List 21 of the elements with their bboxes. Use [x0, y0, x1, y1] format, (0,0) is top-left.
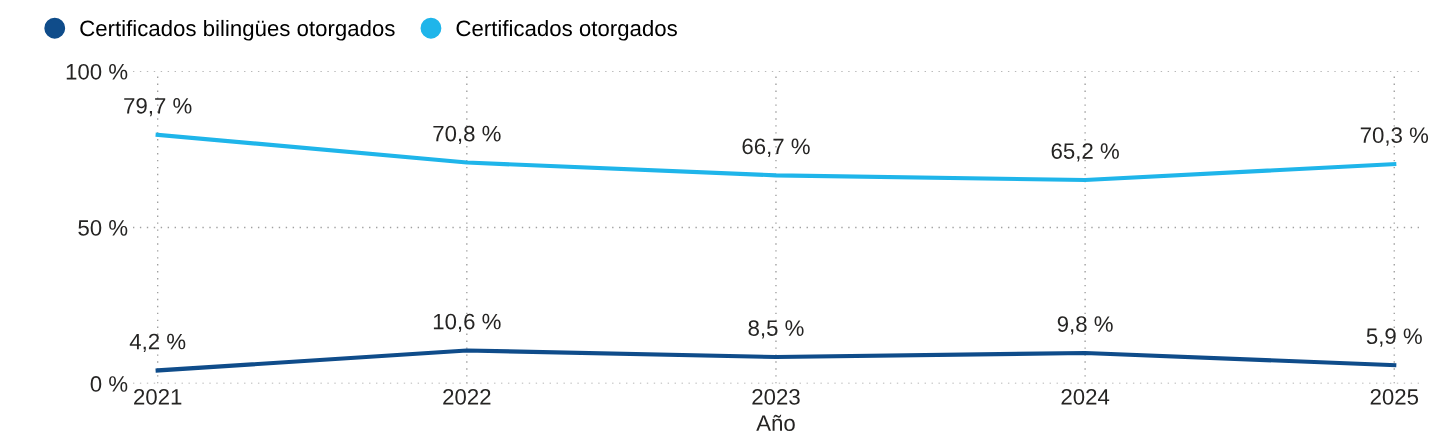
data-label: 65,2 % — [1051, 143, 1119, 162]
data-label: 79,7 % — [124, 97, 192, 117]
y-tick-label: 50 % — [78, 219, 128, 236]
data-label: 5,9 % — [1366, 328, 1422, 347]
y-tick-label: 100 % — [66, 63, 128, 80]
data-label: 10,6 % — [433, 313, 501, 333]
x-tick-label: 2025 — [1370, 389, 1419, 405]
data-label: 66,7 % — [742, 138, 810, 157]
data-label: 70,3 % — [1360, 127, 1429, 146]
x-tick-label: 2024 — [1061, 389, 1110, 405]
x-tick-label: 2021 — [134, 389, 182, 405]
legend-label: Certificados bilingües otorgados — [80, 19, 395, 41]
legend-label: Certificados otorgados — [456, 19, 677, 41]
x-tick-label: 2023 — [752, 389, 800, 405]
y-tick-label: 0 % — [90, 376, 128, 392]
data-label: 70,8 % — [433, 125, 501, 145]
data-label: 8,5 % — [748, 320, 804, 339]
x-tick-label: 2022 — [443, 389, 491, 405]
data-label: 4,2 % — [129, 333, 186, 353]
x-axis-title: Año — [756, 414, 795, 432]
data-label: 9,8 % — [1057, 316, 1113, 335]
